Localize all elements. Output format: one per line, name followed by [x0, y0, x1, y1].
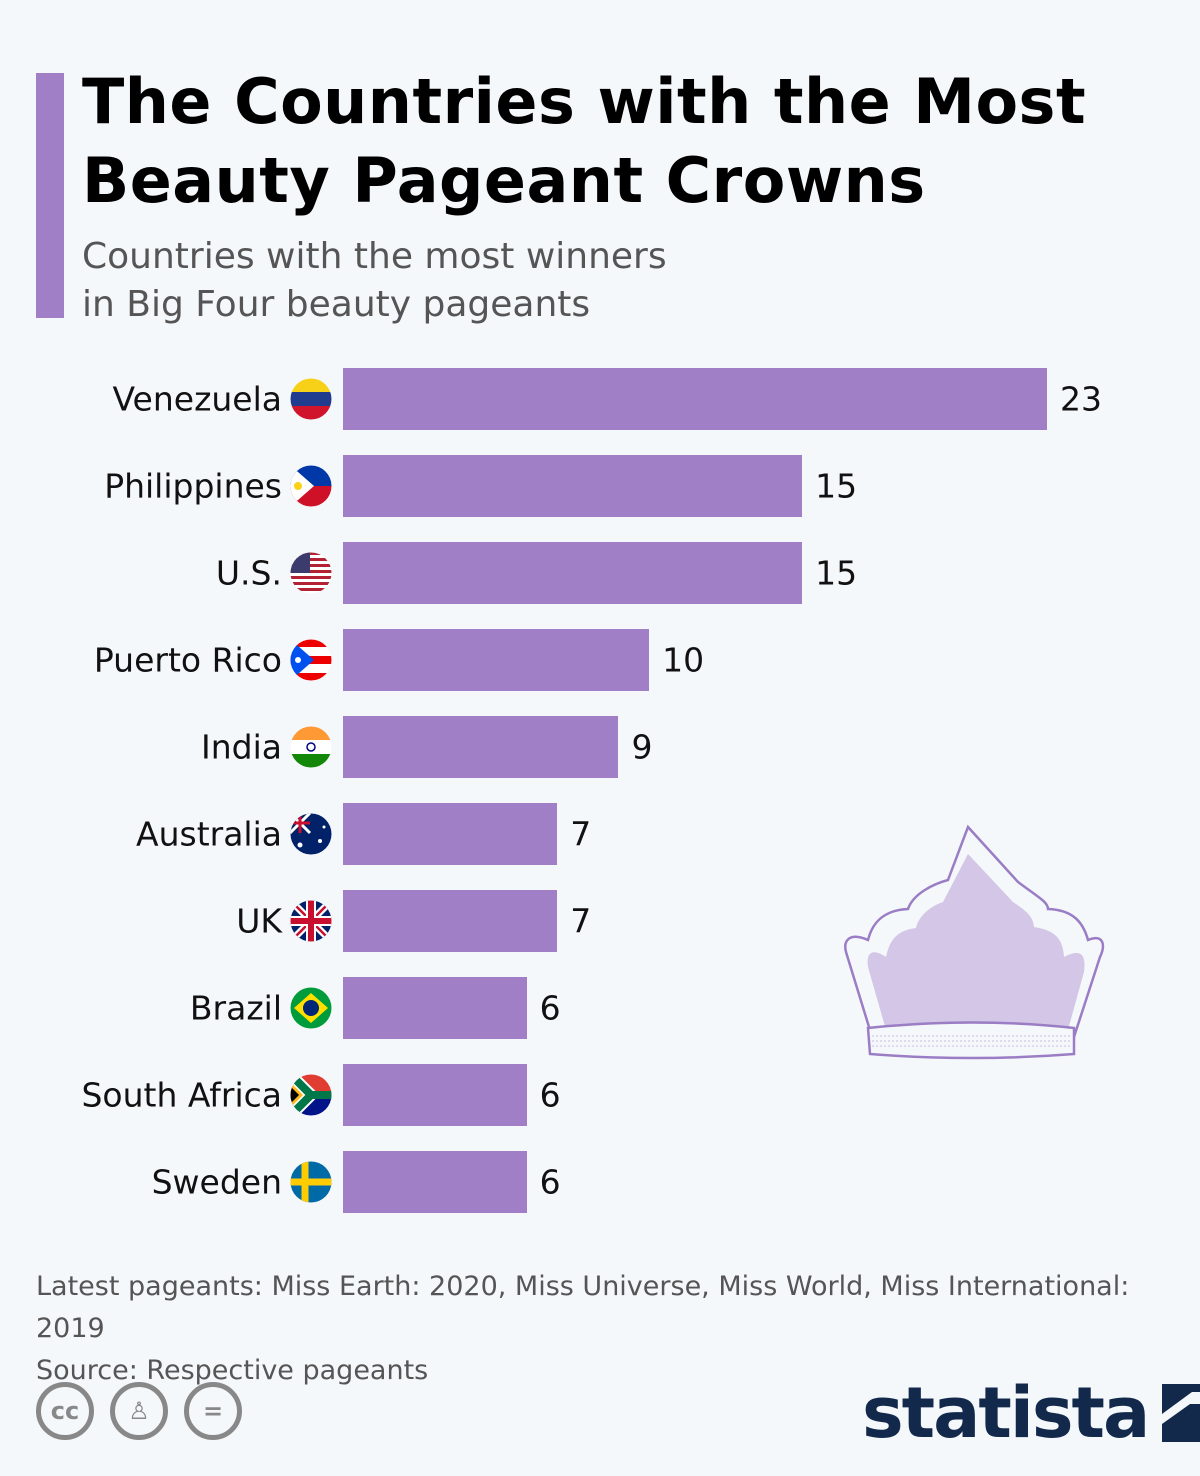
value-label: 23: [1060, 379, 1102, 419]
value-label: 6: [539, 1162, 561, 1202]
subtitle-line-2: in Big Four beauty pageants: [82, 284, 591, 325]
statista-logo[interactable]: statista: [862, 1372, 1200, 1454]
bar: [343, 542, 803, 604]
value-label: 10: [662, 640, 705, 680]
category-label: UK: [236, 901, 282, 941]
chart-subtitle: Countries with the most winners in Big F…: [82, 233, 782, 329]
footer-note: Latest pageants: Miss Earth: 2020, Miss …: [36, 1271, 1130, 1344]
flag-icon: [290, 726, 332, 768]
statista-logo-icon: [1162, 1384, 1200, 1442]
bar: [343, 716, 619, 778]
category-label: Sweden: [151, 1162, 282, 1202]
value-label: 15: [815, 553, 858, 593]
bar: [343, 977, 527, 1039]
no-derivatives-icon[interactable]: =: [184, 1382, 242, 1440]
flag-icon: [290, 1074, 332, 1116]
cc-icon[interactable]: cc: [36, 1382, 94, 1440]
flag-icon: [290, 378, 332, 420]
flag-icon: [290, 552, 332, 594]
bar: [343, 455, 803, 517]
license-icons: cc ♙ =: [36, 1382, 242, 1440]
flag-icon: [290, 813, 332, 855]
flag-icon: [290, 900, 332, 942]
crown-illustration: [844, 824, 1105, 1060]
category-label: Puerto Rico: [93, 640, 282, 680]
value-label: 6: [539, 988, 561, 1028]
category-label: Australia: [136, 814, 282, 854]
bar-chart: Venezuela 23 Philippines 15 U.S. 15 Puerto …: [81, 368, 1102, 1213]
flag-icon: [290, 987, 332, 1029]
category-label: Venezuela: [112, 379, 282, 419]
value-label: 6: [539, 1075, 561, 1115]
footer-source: Source: Respective pageants: [36, 1355, 429, 1386]
flag-icon: [290, 1161, 332, 1203]
flag-icon: [290, 465, 332, 507]
value-label: 7: [570, 901, 592, 941]
value-label: 15: [815, 466, 858, 506]
title-accent-bar: [36, 73, 64, 318]
footer-notes: Latest pageants: Miss Earth: 2020, Miss …: [36, 1266, 1200, 1392]
bar: [343, 1064, 527, 1126]
attribution-icon[interactable]: ♙: [110, 1382, 168, 1440]
category-label: India: [201, 727, 282, 767]
bar: [343, 629, 650, 691]
brand-name: statista: [862, 1372, 1150, 1454]
bar: [343, 1151, 527, 1213]
value-label: 7: [570, 814, 592, 854]
category-label: U.S.: [215, 553, 282, 593]
value-label: 9: [631, 727, 653, 767]
category-label: South Africa: [81, 1075, 282, 1115]
flag-icon: [290, 639, 332, 681]
subtitle-line-1: Countries with the most winners: [82, 236, 667, 277]
category-label: Brazil: [189, 988, 282, 1028]
bar: [343, 368, 1047, 430]
category-label: Philippines: [104, 466, 282, 506]
bar: [343, 890, 558, 952]
bar: [343, 803, 558, 865]
chart-title: The Countries with the Most Beauty Pagea…: [82, 65, 1087, 217]
